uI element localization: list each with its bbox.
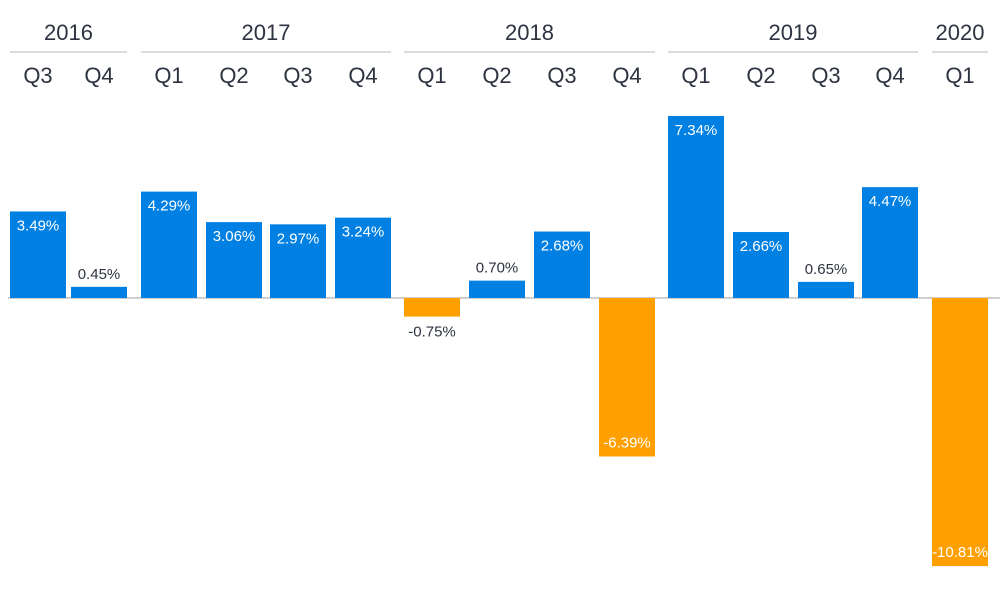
quarter-label: Q2 <box>746 63 775 88</box>
quarter-label: Q2 <box>482 63 511 88</box>
quarter-label: Q4 <box>348 63 377 88</box>
bar <box>71 286 127 298</box>
bar <box>798 281 854 298</box>
bar <box>270 224 326 298</box>
data-label: 0.70% <box>476 260 519 277</box>
data-label: 0.65% <box>805 261 848 278</box>
bar <box>733 232 789 298</box>
year-label: 2018 <box>505 20 554 45</box>
data-label: 4.29% <box>148 198 191 215</box>
data-label: 2.97% <box>277 230 320 247</box>
bar <box>335 217 391 298</box>
quarter-label: Q1 <box>154 63 183 88</box>
quarter-label: Q1 <box>681 63 710 88</box>
data-label: 2.66% <box>740 238 783 255</box>
data-label: 2.68% <box>541 238 584 255</box>
year-label: 2016 <box>44 20 93 45</box>
data-label: -6.39% <box>603 434 651 451</box>
bar <box>534 231 590 298</box>
bar <box>932 298 988 567</box>
bar <box>404 298 460 317</box>
data-label: 0.45% <box>78 266 121 283</box>
bar <box>668 115 724 298</box>
year-label: 2017 <box>242 20 291 45</box>
year-label: 2020 <box>936 20 985 45</box>
quarter-label: Q4 <box>84 63 113 88</box>
bar <box>206 222 262 298</box>
data-label: 7.34% <box>675 122 718 139</box>
data-label: -0.75% <box>408 324 456 341</box>
year-label: 2019 <box>769 20 818 45</box>
data-label: 3.49% <box>17 217 60 234</box>
bar <box>141 191 197 298</box>
data-label: 3.24% <box>342 224 385 241</box>
data-label: 3.06% <box>213 228 256 245</box>
quarter-label: Q4 <box>875 63 904 88</box>
data-label: -10.81% <box>932 544 988 561</box>
data-label: 4.47% <box>869 193 912 210</box>
quarter-label: Q3 <box>23 63 52 88</box>
bar <box>599 298 655 457</box>
bar <box>469 280 525 298</box>
quarter-label: Q2 <box>219 63 248 88</box>
bar <box>862 187 918 298</box>
quarter-label: Q3 <box>547 63 576 88</box>
quarter-label: Q3 <box>811 63 840 88</box>
quarter-label: Q3 <box>283 63 312 88</box>
quarter-label: Q1 <box>417 63 446 88</box>
quarter-label: Q1 <box>945 63 974 88</box>
quarter-label: Q4 <box>612 63 641 88</box>
bar <box>10 211 66 298</box>
